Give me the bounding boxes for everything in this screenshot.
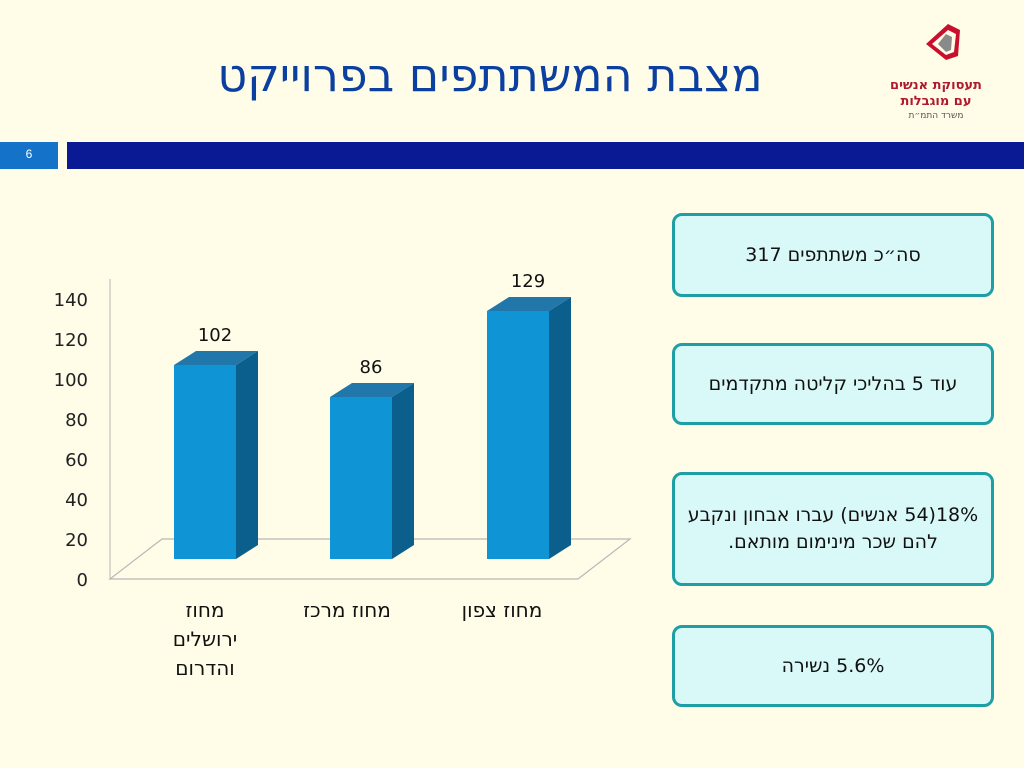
bar-side <box>236 351 258 559</box>
logo-mark-icon <box>926 24 960 60</box>
bar-top <box>487 297 571 311</box>
y-tick-label: 120 <box>54 330 88 351</box>
info-box-assessment: 18%(54 אנשים) עברו אבחון ונקבע להם שכר מ… <box>672 472 994 586</box>
x-category-label-line: מחוז <box>185 598 225 622</box>
y-tick-label: 0 <box>77 570 88 591</box>
y-tick-label: 60 <box>65 450 88 471</box>
bar <box>330 397 392 559</box>
info-box-total: סה״כ משתתפים 317 <box>672 213 994 297</box>
y-tick-label: 140 <box>54 290 88 311</box>
participants-bar-chart: 0 20 40 60 80 100 120 140 102 86 129 <box>54 271 632 591</box>
data-label: 102 <box>198 325 232 346</box>
logo-text-line1: תעסוקת אנשים <box>890 78 982 93</box>
y-tick-label: 100 <box>54 370 88 391</box>
bar-top <box>330 383 414 397</box>
header-band <box>67 142 1024 169</box>
x-category-label: מחוז מרכז <box>272 596 422 625</box>
chart-floor <box>108 538 632 580</box>
x-category-label-line: מחוז צפון <box>461 598 543 622</box>
info-box-dropout: 5.6% נשירה <box>672 625 994 707</box>
bar-top <box>174 351 258 365</box>
y-tick-label: 20 <box>65 530 88 551</box>
data-label: 129 <box>511 271 545 292</box>
info-box-pending: עוד 5 בהליכי קליטה מתקדמים <box>672 343 994 425</box>
slide-number: 6 <box>0 142 58 169</box>
logo-text-line3: משרד התמ״ת <box>908 111 964 121</box>
slide-title: מצבת המשתתפים בפרוייקט <box>217 48 763 102</box>
data-label: 86 <box>360 357 383 378</box>
x-category-label: מחוז ירושלים והדרום <box>130 596 280 683</box>
x-category-label-line: מחוז מרכז <box>303 598 391 622</box>
x-category-label: מחוז צפון <box>427 596 577 625</box>
logo-text-line2: עם מוגבלות <box>900 94 972 109</box>
y-tick-label: 40 <box>65 490 88 511</box>
bar-side <box>549 297 571 559</box>
x-category-label-line: והדרום <box>175 656 235 680</box>
bar <box>487 311 549 559</box>
x-category-label-line: ירושלים <box>172 627 238 651</box>
bar-side <box>392 383 414 559</box>
y-tick-label: 80 <box>65 410 88 431</box>
bar <box>174 365 236 559</box>
organization-logo: תעסוקת אנשים עם מוגבלות משרד התמ״ת <box>880 22 1000 122</box>
